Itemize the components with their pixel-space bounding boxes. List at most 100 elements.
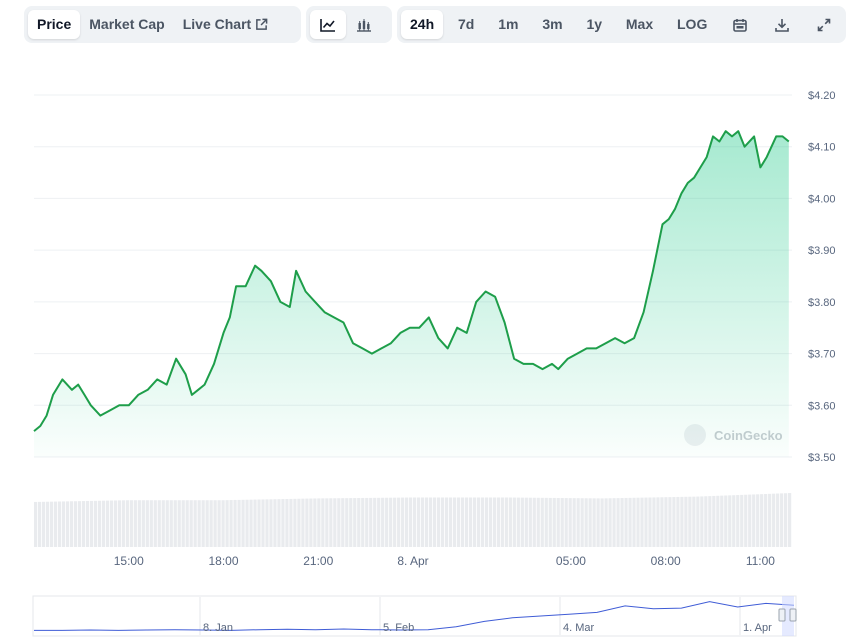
volume-bar — [321, 498, 325, 547]
download-icon — [775, 18, 789, 32]
volume-bar — [452, 497, 457, 547]
volume-bar — [69, 501, 74, 547]
volume-bar — [568, 498, 572, 547]
volume-bar — [181, 500, 185, 547]
volume-bar — [261, 499, 265, 547]
volume-bar — [740, 494, 744, 547]
range-7d[interactable]: 7d — [458, 16, 475, 32]
volume-bar — [648, 497, 652, 547]
volume-bar — [492, 497, 496, 547]
line-chart-button[interactable] — [310, 10, 346, 39]
volume-bar — [161, 500, 165, 547]
volume-bar — [205, 500, 209, 547]
calendar-button[interactable] — [722, 10, 758, 39]
volume-bar — [341, 498, 345, 547]
volume-bar — [656, 497, 660, 547]
volume-bar — [297, 498, 301, 547]
volume-bar — [520, 497, 524, 547]
volume-bar — [468, 497, 473, 547]
volume-bar — [728, 495, 732, 547]
range-1y[interactable]: 1y — [586, 16, 603, 32]
tab-market-cap[interactable]: Market Cap — [89, 16, 165, 32]
volume-bar — [413, 497, 417, 547]
navigator-label: 8. Jan — [203, 622, 233, 634]
y-tick-label: $3.90 — [808, 245, 836, 257]
navigator-label: 5. Feb — [383, 622, 414, 634]
volume-bar — [397, 497, 401, 547]
volume-bar — [193, 500, 197, 547]
y-tick-label: $4.10 — [808, 142, 836, 154]
volume-bar — [416, 497, 421, 547]
volume-bar — [109, 500, 113, 547]
volume-bar — [620, 498, 624, 547]
candlestick-icon — [357, 18, 371, 32]
x-tick-label: 18:00 — [208, 554, 238, 568]
candlestick-button[interactable] — [346, 10, 382, 39]
volume-bar — [125, 500, 129, 547]
volume-bar — [409, 497, 413, 547]
volume-bar — [700, 496, 704, 547]
tab-live-chart[interactable]: Live Chart — [174, 10, 277, 39]
volume-bar — [349, 498, 353, 547]
volume-bar — [141, 500, 145, 547]
volume-bar — [628, 497, 632, 547]
volume-bar — [221, 500, 225, 547]
log-scale-toggle[interactable]: LOG — [677, 16, 708, 32]
volume-bar — [377, 497, 381, 547]
range-1m[interactable]: 1m — [498, 16, 519, 32]
volume-bar — [337, 498, 341, 547]
volume-bar — [225, 500, 229, 547]
volume-bar — [157, 500, 161, 547]
volume-bar — [101, 500, 106, 547]
volume-bar — [540, 497, 544, 547]
volume-bar — [444, 497, 449, 547]
volume-bar — [241, 499, 245, 547]
volume-bar — [85, 500, 90, 547]
volume-bar — [724, 495, 728, 547]
volume-bar — [269, 499, 273, 547]
expand-button[interactable] — [806, 10, 842, 39]
x-axis-labels: 15:00 18:00 21:00 8. Apr 05:00 08:00 11:00 — [114, 554, 776, 568]
chart-type-toggle — [306, 6, 392, 43]
volume-bar — [532, 497, 536, 547]
volume-bar — [464, 497, 469, 547]
y-axis-labels: $4.20 $4.10 $4.00 $3.90 $3.80 $3.70 $3.60 $3.50 — [808, 90, 836, 464]
navigator-frame — [32, 595, 797, 637]
volume-bar — [49, 501, 54, 547]
volume-bar — [580, 498, 584, 547]
volume-bar — [65, 501, 70, 547]
volume-bar — [133, 500, 137, 547]
y-tick-label: $3.80 — [808, 297, 836, 309]
volume-bar — [57, 501, 62, 547]
range-3m[interactable]: 3m — [542, 16, 563, 32]
tab-price[interactable]: Price — [28, 10, 81, 39]
volume-bar — [105, 500, 110, 547]
volume-bar — [660, 497, 664, 547]
volume-bar — [440, 497, 445, 547]
volume-bar — [53, 501, 58, 547]
download-button[interactable] — [764, 10, 800, 39]
time-range-selector: 24h 7d 1m 3m 1y Max LOG — [397, 6, 846, 43]
grid-lines — [34, 94, 792, 458]
volume-bar — [696, 496, 700, 547]
range-24h[interactable]: 24h — [401, 10, 444, 39]
volume-bar — [448, 497, 453, 547]
volume-bar — [385, 497, 389, 547]
volume-bar — [484, 497, 489, 547]
volume-bar — [720, 495, 724, 547]
volume-bar — [197, 500, 201, 547]
volume-bar — [676, 496, 680, 547]
calendar-icon — [733, 18, 748, 32]
volume-bar — [772, 493, 776, 547]
volume-bar — [436, 497, 441, 547]
volume-bar — [488, 497, 492, 547]
y-tick-label: $4.20 — [808, 90, 836, 102]
volume-bar — [764, 493, 768, 547]
volume-bar — [608, 498, 612, 547]
volume-bar — [548, 497, 552, 547]
volume-bar — [113, 500, 117, 547]
navigator-dividers — [199, 597, 741, 635]
range-max[interactable]: Max — [625, 16, 654, 32]
x-tick-label: 15:00 — [114, 554, 144, 568]
